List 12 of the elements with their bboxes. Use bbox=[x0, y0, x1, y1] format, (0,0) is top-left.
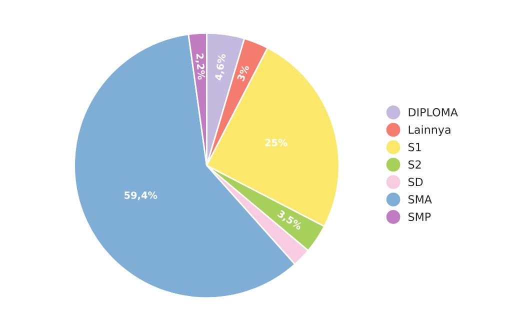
legend-label: S1 bbox=[408, 142, 421, 152]
data-label: 3% bbox=[236, 64, 250, 82]
data-label: 59,4% bbox=[124, 192, 158, 200]
legend-label: SMP bbox=[408, 212, 431, 221]
legend-label: Lainnya bbox=[408, 125, 450, 136]
legend-label: SD bbox=[408, 178, 423, 186]
data-label: 2,2% bbox=[194, 53, 206, 80]
legend-label: SMA bbox=[408, 195, 432, 204]
data-label: 25% bbox=[265, 138, 288, 146]
legend-label: DIPLOMA bbox=[408, 108, 458, 116]
legend-label: S2 bbox=[408, 160, 421, 169]
data-label: 4,6% bbox=[214, 54, 227, 81]
